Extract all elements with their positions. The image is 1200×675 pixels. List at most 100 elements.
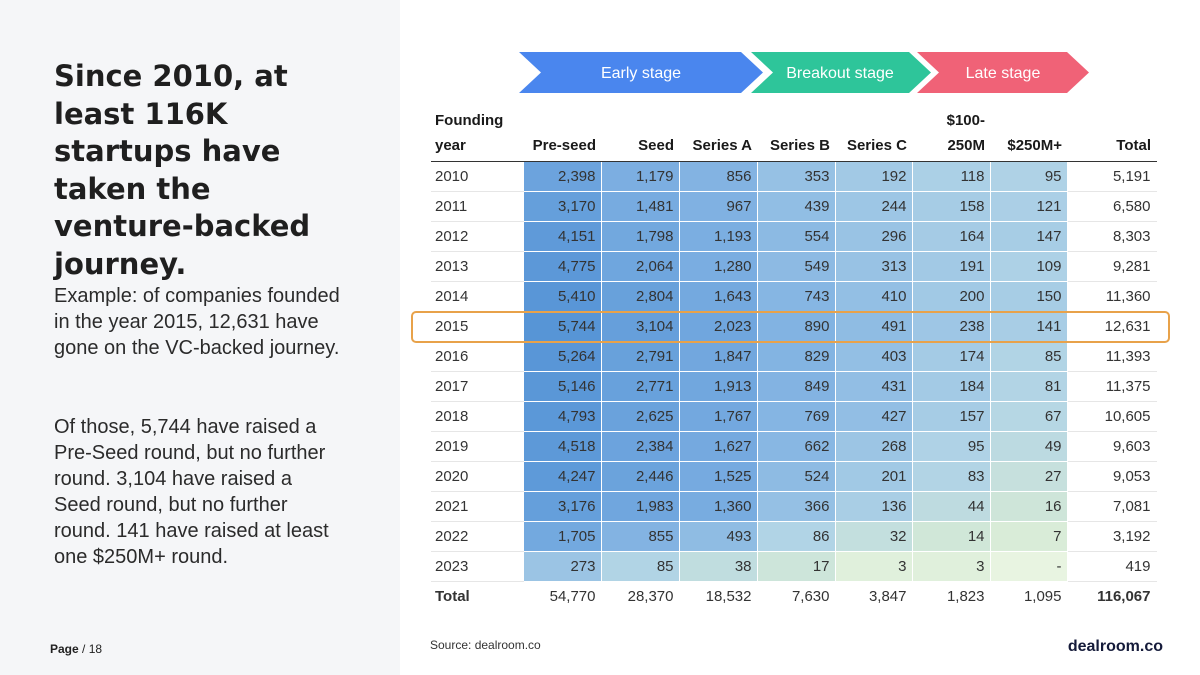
value-cell: 743 bbox=[757, 281, 836, 312]
stage-arrows: Early stage Breakout stage Late stage bbox=[519, 52, 1089, 93]
year-cell: 2021 bbox=[431, 491, 524, 522]
value-cell: 200 bbox=[912, 281, 991, 312]
value-cell: 439 bbox=[757, 191, 836, 222]
table-row: 2021 3,176 1,983 1,360 366 136 44 16 7,081 bbox=[431, 491, 1157, 522]
value-cell: 493 bbox=[679, 521, 758, 552]
value-cell: 85 bbox=[990, 341, 1068, 372]
body-paragraph-1: Example: of companies founded in the yea… bbox=[54, 285, 340, 359]
value-cell: 3 bbox=[835, 551, 913, 582]
value-cell: 147 bbox=[990, 221, 1068, 252]
grand-total-cell: 116,067 bbox=[1067, 581, 1157, 611]
col-header-total: Total bbox=[1067, 108, 1156, 162]
value-cell: 3 bbox=[912, 551, 991, 582]
page-count: / 18 bbox=[82, 642, 103, 656]
col-header-series-a: Series A bbox=[679, 108, 757, 162]
col-header-seed: Seed bbox=[601, 108, 679, 162]
row-total-cell: 5,191 bbox=[1067, 161, 1157, 192]
value-cell: 192 bbox=[835, 161, 913, 192]
value-cell: 1,627 bbox=[679, 431, 758, 462]
row-total-cell: 11,393 bbox=[1067, 341, 1157, 372]
table-row: 2022 1,705 855 493 86 32 14 7 3,192 bbox=[431, 521, 1157, 552]
value-cell: 2,384 bbox=[601, 431, 680, 462]
arrow-breakout-stage bbox=[751, 52, 931, 93]
value-cell: 2,791 bbox=[601, 341, 680, 372]
table-row: 2011 3,170 1,481 967 439 244 158 121 6,580 bbox=[431, 191, 1157, 222]
table-row: 2020 4,247 2,446 1,525 524 201 83 27 9,053 bbox=[431, 461, 1157, 492]
row-total-cell: 9,603 bbox=[1067, 431, 1157, 462]
value-cell: 1,705 bbox=[523, 521, 602, 552]
value-cell: 85 bbox=[601, 551, 680, 582]
value-cell: 1,847 bbox=[679, 341, 758, 372]
year-cell: 2011 bbox=[431, 191, 524, 222]
value-cell: 2,771 bbox=[601, 371, 680, 402]
value-cell: 855 bbox=[601, 521, 680, 552]
value-cell: 67 bbox=[990, 401, 1068, 432]
value-cell: 238 bbox=[912, 311, 991, 342]
table-body: 2010 2,398 1,179 856 353 192 118 95 5,191 2011 3,1… bbox=[431, 161, 1157, 611]
value-cell: 184 bbox=[912, 371, 991, 402]
year-cell: 2014 bbox=[431, 281, 524, 312]
value-cell: 296 bbox=[835, 221, 913, 252]
row-total-cell: 419 bbox=[1067, 551, 1157, 582]
value-cell: 769 bbox=[757, 401, 836, 432]
value-cell: 491 bbox=[835, 311, 913, 342]
column-total-cell: 3,847 bbox=[835, 581, 913, 611]
value-cell: 1,179 bbox=[601, 161, 680, 192]
value-cell: 201 bbox=[835, 461, 913, 492]
table-row: 2019 4,518 2,384 1,627 662 268 95 49 9,603 bbox=[431, 431, 1157, 462]
value-cell: 109 bbox=[990, 251, 1068, 282]
value-cell: 136 bbox=[835, 491, 913, 522]
value-cell: 410 bbox=[835, 281, 913, 312]
value-cell: 81 bbox=[990, 371, 1068, 402]
year-cell: 2013 bbox=[431, 251, 524, 282]
value-cell: 3,170 bbox=[523, 191, 602, 222]
year-cell: 2015 bbox=[431, 311, 524, 342]
value-cell: 121 bbox=[990, 191, 1068, 222]
column-total-cell: 54,770 bbox=[523, 581, 602, 611]
year-cell: 2010 bbox=[431, 161, 524, 192]
column-total-cell: 7,630 bbox=[757, 581, 836, 611]
col-header-founding-year: Founding year bbox=[431, 108, 523, 162]
col-header-series-b: Series B bbox=[757, 108, 835, 162]
row-total-cell: 12,631 bbox=[1067, 311, 1157, 342]
value-cell: 118 bbox=[912, 161, 991, 192]
body-paragraph-2: Of those, 5,744 have raised a Pre-Seed r… bbox=[54, 416, 329, 568]
value-cell: 2,625 bbox=[601, 401, 680, 432]
value-cell: 157 bbox=[912, 401, 991, 432]
year-cell: 2012 bbox=[431, 221, 524, 252]
value-cell: 174 bbox=[912, 341, 991, 372]
table-row: 2017 5,146 2,771 1,913 849 431 184 81 11,375 bbox=[431, 371, 1157, 402]
value-cell: 313 bbox=[835, 251, 913, 282]
year-cell: 2022 bbox=[431, 521, 524, 552]
value-cell: 16 bbox=[990, 491, 1068, 522]
value-cell: 2,398 bbox=[523, 161, 602, 192]
value-cell: 3,104 bbox=[601, 311, 680, 342]
value-cell: 95 bbox=[912, 431, 991, 462]
totals-label: Total bbox=[431, 581, 524, 611]
left-panel bbox=[0, 0, 400, 675]
column-total-cell: 18,532 bbox=[679, 581, 758, 611]
arrow-late-stage bbox=[917, 52, 1089, 93]
value-cell: 4,793 bbox=[523, 401, 602, 432]
value-cell: 427 bbox=[835, 401, 913, 432]
value-cell: 662 bbox=[757, 431, 836, 462]
value-cell: 5,146 bbox=[523, 371, 602, 402]
value-cell: 1,798 bbox=[601, 221, 680, 252]
value-cell: 268 bbox=[835, 431, 913, 462]
value-cell: 403 bbox=[835, 341, 913, 372]
year-cell: 2019 bbox=[431, 431, 524, 462]
value-cell: 95 bbox=[990, 161, 1068, 192]
value-cell: 1,280 bbox=[679, 251, 758, 282]
value-cell: 1,767 bbox=[679, 401, 758, 432]
value-cell: 524 bbox=[757, 461, 836, 492]
row-total-cell: 6,580 bbox=[1067, 191, 1157, 222]
value-cell: 164 bbox=[912, 221, 991, 252]
value-cell: 83 bbox=[912, 461, 991, 492]
value-cell: 4,151 bbox=[523, 221, 602, 252]
arrow-early-stage bbox=[519, 52, 763, 93]
row-total-cell: 11,360 bbox=[1067, 281, 1157, 312]
startups-table: Founding year Pre-seed Seed Series A Ser… bbox=[431, 108, 1157, 611]
col-header-250m-plus: $250M+ bbox=[990, 108, 1067, 162]
value-cell: 4,247 bbox=[523, 461, 602, 492]
col-header-series-c: Series C bbox=[835, 108, 912, 162]
